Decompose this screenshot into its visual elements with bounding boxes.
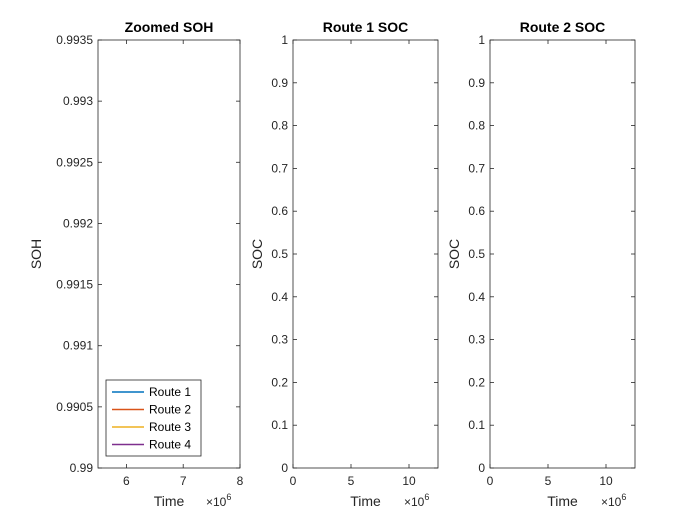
x-tick-label: 10	[402, 474, 416, 488]
y-tick-label: 0.1	[468, 418, 485, 432]
y-tick-label: 0.2	[271, 375, 288, 389]
x-tick-label: 0	[487, 474, 494, 488]
y-tick-label: 0.992	[63, 216, 93, 230]
y-tick-label: 0.4	[468, 290, 485, 304]
y-tick-label: 0.9935	[56, 33, 93, 47]
y-tick-label: 0	[281, 461, 288, 475]
x-exponent-power: 6	[226, 492, 231, 502]
y-tick-label: 0.9925	[56, 155, 93, 169]
subplot-title: Route 2 SOC	[520, 19, 606, 35]
y-axis-label: SOC	[446, 239, 462, 269]
x-exponent-base: ×10	[206, 495, 227, 509]
x-axis-exponent: ×106	[601, 492, 626, 509]
y-tick-label: 0.3	[468, 333, 485, 347]
y-tick-label: 0.7	[271, 161, 288, 175]
x-tick-label: 7	[180, 474, 187, 488]
y-tick-label: 1	[478, 33, 485, 47]
y-tick-label: 0.8	[271, 119, 288, 133]
y-tick-label: 0.993	[63, 94, 93, 108]
y-tick-label: 0.5	[468, 247, 485, 261]
y-tick-label: 0.1	[271, 418, 288, 432]
x-exponent-base: ×10	[404, 495, 425, 509]
legend-entry-4: Route 4	[149, 438, 191, 452]
x-tick-label: 10	[599, 474, 613, 488]
x-tick-label: 8	[237, 474, 244, 488]
y-tick-label: 0.9905	[56, 400, 93, 414]
x-tick-label: 5	[348, 474, 355, 488]
x-exponent-power: 6	[424, 492, 429, 502]
y-tick-label: 0.7	[468, 161, 485, 175]
x-axis-label: Time	[350, 493, 381, 509]
x-tick-label: 0	[290, 474, 297, 488]
y-tick-label: 1	[281, 33, 288, 47]
y-tick-label: 0.991	[63, 339, 93, 353]
y-tick-label: 0.8	[468, 119, 485, 133]
subplot-title: Route 1 SOC	[323, 19, 409, 35]
y-tick-label: 0.6	[468, 204, 485, 218]
legend-entry-1: Route 1	[149, 385, 191, 399]
y-tick-label: 0.6	[271, 204, 288, 218]
y-tick-label: 0.5	[271, 247, 288, 261]
legend-entry-2: Route 2	[149, 403, 191, 417]
axes-box	[489, 39, 636, 469]
x-axis-label: Time	[547, 493, 578, 509]
subplot-panels: 0.99 0.9905 0.991 0.9915 0.992 0.9925 0.993 0.9…	[28, 19, 636, 509]
y-tick-label: 0.3	[271, 333, 288, 347]
y-axis-label: SOH	[28, 239, 44, 269]
y-tick-label: 0.9915	[56, 278, 93, 292]
y-axis-label: SOC	[249, 239, 265, 269]
subplot-title: Zoomed SOH	[125, 19, 214, 35]
x-exponent-power: 6	[621, 492, 626, 502]
y-tick-label: 0	[478, 461, 485, 475]
x-tick-label: 5	[545, 474, 552, 488]
y-tick-label: 0.99	[70, 461, 94, 475]
x-exponent-base: ×10	[601, 495, 622, 509]
axes-box	[292, 39, 439, 469]
legend: Route 1 Route 2 Route 3 Route 4	[105, 379, 202, 457]
y-tick-label: 0.9	[468, 76, 485, 90]
x-axis-label: Time	[154, 493, 185, 509]
legend-entry-3: Route 3	[149, 420, 191, 434]
y-tick-label: 0.4	[271, 290, 288, 304]
x-tick-label: 6	[123, 474, 130, 488]
y-tick-label: 0.9	[271, 76, 288, 90]
x-axis-exponent: ×106	[206, 492, 231, 509]
y-tick-label: 0.2	[468, 375, 485, 389]
subplot-soh: 0.99 0.9905 0.991 0.9915 0.992 0.9925 0.993 0.9…	[28, 19, 244, 509]
x-axis-exponent: ×106	[404, 492, 429, 509]
